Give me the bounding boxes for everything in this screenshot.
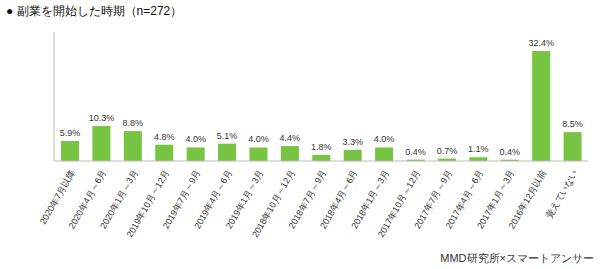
svg-text:0.4%: 0.4%: [405, 147, 426, 157]
svg-text:3.3%: 3.3%: [342, 137, 363, 147]
svg-text:2018年4月～6月: 2018年4月～6月: [318, 168, 360, 231]
svg-text:4.8%: 4.8%: [154, 132, 175, 142]
svg-text:4.0%: 4.0%: [185, 134, 206, 144]
svg-text:2019年10月～12月: 2019年10月～12月: [124, 168, 172, 240]
svg-text:2017年1月～3月: 2017年1月～3月: [475, 168, 517, 231]
svg-text:2020年1月～3月: 2020年1月～3月: [98, 168, 140, 231]
svg-text:2016年12月以前: 2016年12月以前: [506, 168, 548, 230]
svg-text:2019年1月～3月: 2019年1月～3月: [223, 168, 266, 231]
svg-text:2019年7月～9月: 2019年7月～9月: [160, 168, 203, 231]
svg-text:0.4%: 0.4%: [500, 147, 521, 157]
svg-text:1.8%: 1.8%: [311, 142, 332, 152]
svg-text:4.0%: 4.0%: [374, 134, 395, 144]
svg-text:2017年4月～6月: 2017年4月～6月: [443, 168, 486, 231]
svg-text:1.1%: 1.1%: [468, 144, 489, 154]
html-text:MMD研究所×スマートアンサー: MMD研究所×スマートアンサー: [440, 252, 594, 264]
svg-text:2017年10月～12月: 2017年10月～12月: [375, 168, 423, 240]
svg-text:4.4%: 4.4%: [280, 133, 301, 143]
svg-text:32.4%: 32.4%: [528, 38, 554, 48]
svg-text:2019年4月～6月: 2019年4月～6月: [192, 168, 234, 231]
svg-text:覚えていない: 覚えていない: [544, 168, 580, 220]
svg-text:2018年1月～3月: 2018年1月～3月: [349, 168, 392, 231]
svg-text:2018年7月～9月: 2018年7月～9月: [286, 168, 329, 231]
svg-text:2020年4月～6月: 2020年4月～6月: [66, 168, 109, 231]
svg-text:8.8%: 8.8%: [123, 118, 144, 128]
svg-text:5.9%: 5.9%: [60, 128, 81, 138]
svg-text:4.0%: 4.0%: [248, 134, 269, 144]
html-text:● 副業を開始した時期（n=272）: ● 副業を開始した時期（n=272）: [6, 4, 183, 18]
svg-text:2018年10月～12月: 2018年10月～12月: [250, 168, 297, 239]
svg-text:10.3%: 10.3%: [89, 113, 115, 123]
svg-text:2017年7月～9月: 2017年7月～9月: [412, 168, 454, 231]
svg-text:5.1%: 5.1%: [217, 131, 238, 141]
svg-text:8.5%: 8.5%: [562, 119, 583, 129]
svg-text:2020年7月以降: 2020年7月以降: [37, 168, 77, 226]
svg-text:0.7%: 0.7%: [437, 146, 458, 156]
